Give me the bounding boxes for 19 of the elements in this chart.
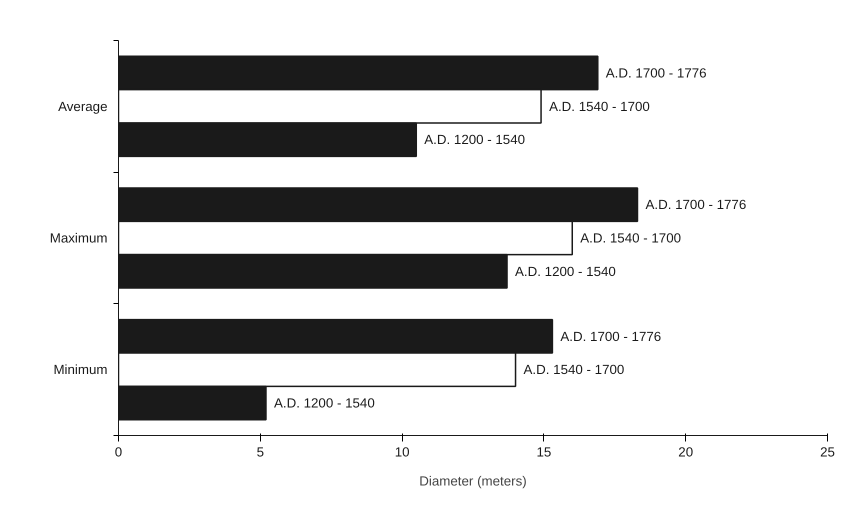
x-tick-label: 25: [820, 444, 835, 460]
text: A.D. 1200 - 1540: [515, 264, 616, 279]
series-label: A.D. 1200 - 1540: [424, 132, 526, 148]
x-tick-label: 20: [678, 444, 694, 460]
y-tick-label: Minimum: [53, 362, 108, 378]
x-tick-label: 15: [536, 444, 552, 460]
y-tick-label: Average: [58, 98, 108, 114]
text: A.D. 1540 - 1700: [524, 362, 624, 378]
text: A.D. 1700 - 1776: [560, 328, 662, 344]
y-tick-label: Maximum: [50, 230, 108, 246]
text: A.D. 1200 - 1540: [274, 396, 375, 411]
x-axis-title: Diameter (meters): [419, 474, 527, 488]
series-label: A.D. 1700 - 1776: [606, 65, 707, 80]
text: A.D. 1700 - 1776: [645, 197, 746, 212]
series-label: A.D. 1540 - 1700: [549, 98, 650, 114]
x-tick-label: 5: [256, 444, 264, 460]
x-tick-label: 10: [394, 444, 410, 460]
x-tick-label: 0: [114, 444, 122, 460]
text: A.D. 1540 - 1700: [580, 230, 682, 246]
